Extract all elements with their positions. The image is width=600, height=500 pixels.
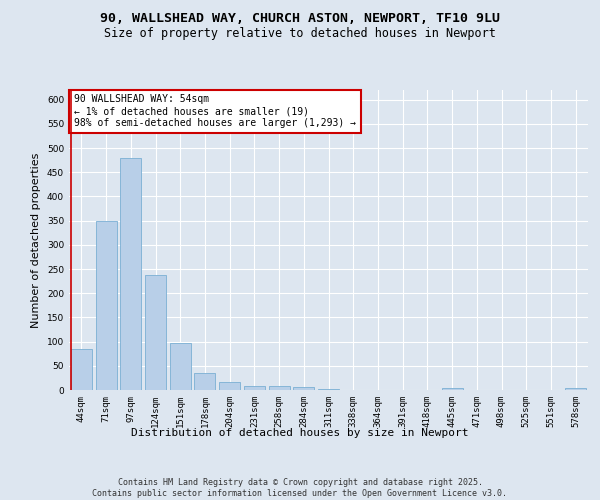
- Text: 90, WALLSHEAD WAY, CHURCH ASTON, NEWPORT, TF10 9LU: 90, WALLSHEAD WAY, CHURCH ASTON, NEWPORT…: [100, 12, 500, 26]
- Bar: [293, 386, 314, 390]
- Text: 90 WALLSHEAD WAY: 54sqm
← 1% of detached houses are smaller (19)
98% of semi-det: 90 WALLSHEAD WAY: 54sqm ← 1% of detached…: [74, 94, 356, 128]
- Bar: [194, 372, 215, 390]
- Bar: [145, 276, 166, 390]
- Text: Contains HM Land Registry data © Crown copyright and database right 2025.
Contai: Contains HM Land Registry data © Crown c…: [92, 478, 508, 498]
- Bar: [269, 386, 290, 390]
- Bar: [219, 382, 240, 390]
- Bar: [244, 386, 265, 390]
- Bar: [565, 388, 586, 390]
- Bar: [170, 343, 191, 390]
- Bar: [71, 349, 92, 390]
- Bar: [95, 220, 116, 390]
- Text: Distribution of detached houses by size in Newport: Distribution of detached houses by size …: [131, 428, 469, 438]
- Bar: [318, 388, 339, 390]
- Y-axis label: Number of detached properties: Number of detached properties: [31, 152, 41, 328]
- Text: Size of property relative to detached houses in Newport: Size of property relative to detached ho…: [104, 28, 496, 40]
- Bar: [442, 388, 463, 390]
- Bar: [120, 158, 141, 390]
